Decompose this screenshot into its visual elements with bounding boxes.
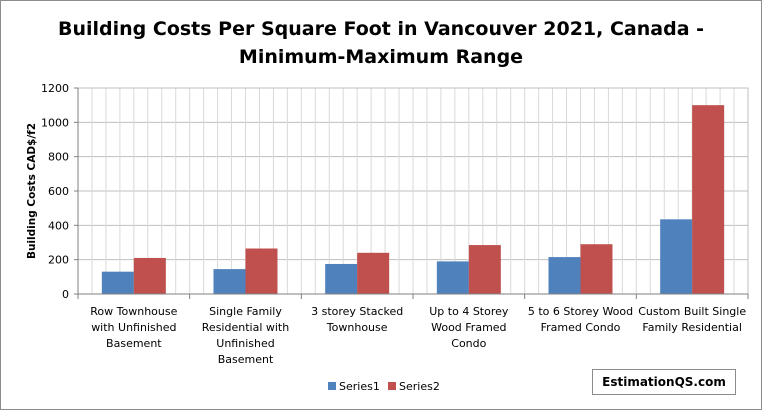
y-tick-label: 0 — [62, 288, 69, 301]
y-axis-label: Building Costs CAD$/f2 — [26, 123, 38, 259]
watermark-label: EstimationQS.com — [592, 369, 736, 395]
y-tick-labels: 0 200 400 600 800 1000 1200 — [41, 82, 69, 301]
bar-series2-3 — [468, 245, 501, 294]
category-label: Residential with — [202, 321, 289, 334]
category-label: 5 to 6 Storey Wood — [528, 305, 633, 318]
category-label: Basement — [218, 353, 274, 366]
y-tick-label: 1000 — [41, 116, 69, 129]
bar-series2-0 — [133, 257, 166, 294]
category-label: Family Residential — [642, 321, 741, 334]
category-label: 3 storey Stacked — [311, 305, 403, 318]
bars — [101, 105, 725, 295]
bar-series1-0 — [101, 271, 134, 294]
legend-label-series2: Series2 — [399, 380, 440, 393]
category-label: Unfinished — [216, 337, 274, 350]
axes — [74, 87, 749, 299]
legend-label-series1: Series1 — [339, 380, 380, 393]
legend-swatch-series2 — [388, 382, 396, 390]
category-labels: Row Townhouse with Unfinished Basement Sing… — [90, 305, 746, 366]
bar-series2-5 — [692, 105, 725, 295]
bar-series2-4 — [580, 244, 613, 294]
category-label: with Unfinished — [91, 321, 176, 334]
category-label: Condo — [451, 337, 486, 350]
bar-series1-5 — [660, 219, 693, 294]
category-label: Wood Framed — [431, 321, 506, 334]
grid — [77, 87, 749, 295]
bar-series1-2 — [325, 263, 358, 294]
category-label: Townhouse — [326, 321, 388, 334]
bar-series1-4 — [548, 257, 581, 294]
y-tick-label: 800 — [48, 151, 69, 164]
category-label: Row Townhouse — [90, 305, 177, 318]
y-tick-label: 600 — [48, 185, 69, 198]
category-label: Single Family — [209, 305, 282, 318]
chart-title-line: Building Costs Per Square Foot in Vancou… — [58, 18, 704, 40]
category-label: Basement — [106, 337, 162, 350]
chart-title: Building Costs Per Square Foot in Vancou… — [58, 18, 704, 68]
chart-title-line: Minimum-Maximum Range — [239, 46, 523, 68]
category-label: Up to 4 Storey — [429, 305, 509, 318]
y-tick-label: 400 — [48, 219, 69, 232]
category-label: Framed Condo — [541, 321, 621, 334]
bar-series2-2 — [357, 252, 390, 294]
y-tick-label: 200 — [48, 254, 69, 267]
y-tick-label: 1200 — [41, 82, 69, 95]
legend-swatch-series1 — [328, 382, 336, 390]
bar-series1-1 — [213, 269, 246, 294]
bar-series1-3 — [436, 261, 469, 294]
legend: Series1 Series2 — [328, 380, 440, 393]
category-label: Custom Built Single — [638, 305, 746, 318]
bar-series2-1 — [245, 248, 278, 294]
